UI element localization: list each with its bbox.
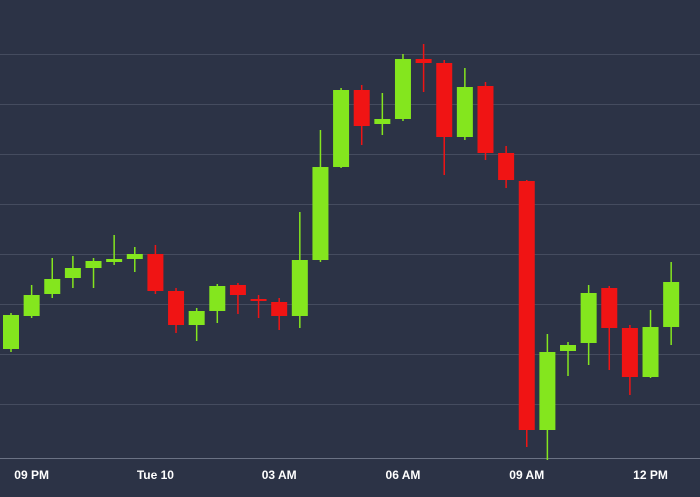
candle-body [436,63,453,137]
candle-body [64,268,81,278]
candle-body [168,291,185,325]
candle-body [333,90,350,167]
candle-body [560,345,577,351]
candle-body [415,59,432,63]
candle-body [663,282,680,327]
candle-body [539,352,556,430]
x-tick-label: 06 AM [386,468,421,482]
candle-body [147,254,164,291]
candle-body [126,254,143,259]
candle-body [601,288,618,328]
candle-body [85,261,102,268]
candle-body [271,302,288,316]
candle-body [580,293,597,343]
candle-body [374,119,391,124]
candle-body [188,311,205,325]
candle-body [209,286,226,311]
candle-body [23,295,40,316]
candle-body [621,328,638,377]
candle-body [477,86,494,153]
x-tick-label: 09 AM [509,468,544,482]
x-tick-label: 12 PM [633,468,668,482]
candle-body [250,299,267,301]
candle-body [44,279,61,294]
candle-body [498,153,515,180]
candle-body [518,181,535,430]
candle-body [353,90,370,126]
candle-body [229,285,246,295]
x-tick-label: 09 PM [14,468,49,482]
x-tick-label: 03 AM [262,468,297,482]
candle-body [106,259,123,262]
candle-body [3,315,19,349]
candle-body [312,167,329,260]
candle-body [291,260,308,316]
candle-body [456,87,473,137]
candle-body [642,327,659,377]
x-tick-label: Tue 10 [137,468,174,482]
candle-body [394,59,411,119]
